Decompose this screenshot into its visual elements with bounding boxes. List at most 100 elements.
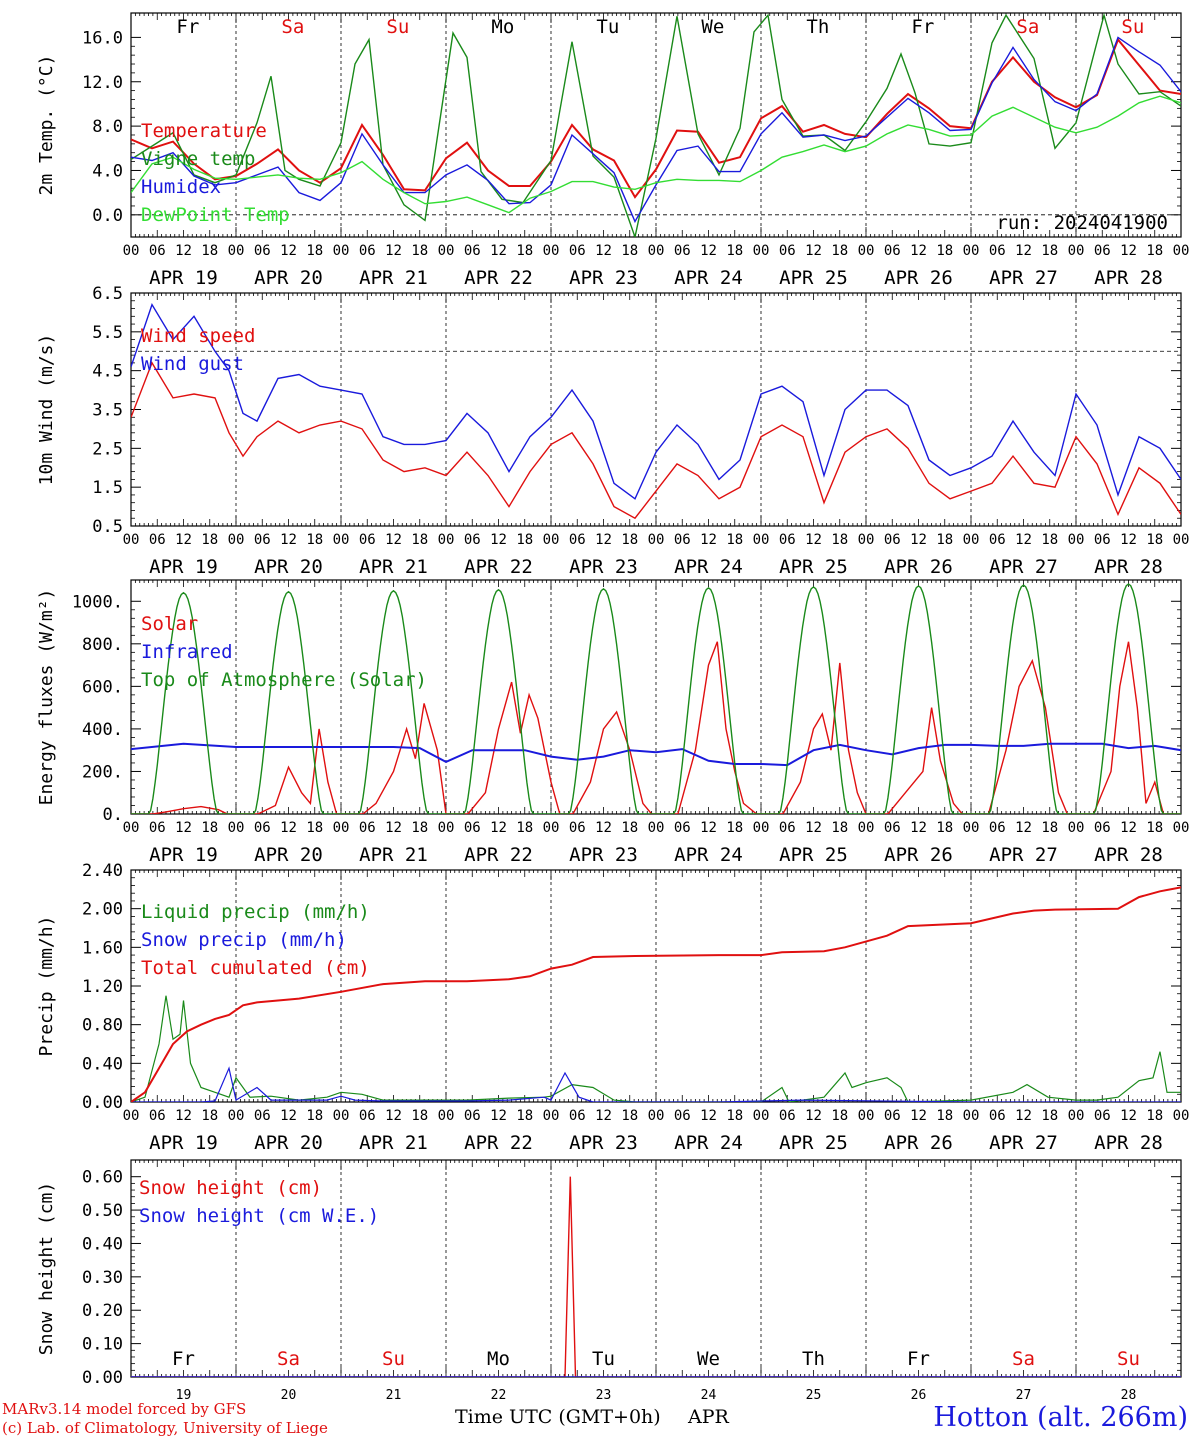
hour-label: 06 — [1094, 820, 1111, 836]
y-tick-label: 0.0 — [92, 206, 123, 226]
hour-label: 12 — [910, 820, 927, 836]
hour-label: 06 — [254, 1108, 271, 1124]
hour-label: 00 — [858, 243, 875, 259]
date-label: APR 27 — [989, 844, 1058, 866]
date-label: APR 25 — [779, 267, 848, 289]
hour-label: 18 — [621, 243, 638, 259]
hour-label: 12 — [385, 820, 402, 836]
day-number: 22 — [491, 1388, 507, 1403]
day-number: 26 — [911, 1388, 927, 1403]
hour-label: 06 — [359, 532, 376, 548]
date-label: APR 19 — [149, 844, 218, 866]
y-tick-label: 400. — [82, 720, 123, 740]
hour-label: 06 — [884, 820, 901, 836]
date-label: APR 19 — [149, 267, 218, 289]
y-tick-label: 0.00 — [82, 1093, 123, 1113]
day-number: 28 — [1121, 1388, 1137, 1403]
hour-label: 00 — [543, 820, 560, 836]
y-tick-label: 8.0 — [92, 117, 123, 137]
panel-1: 0.0 4.0 8.0 12.0 16.0 2m Temp. (°C) Temperatur… — [36, 12, 1189, 289]
hour-label: 00 — [228, 532, 245, 548]
y-tick-label: 0.30 — [82, 1268, 123, 1288]
date-label: APR 23 — [569, 556, 638, 578]
legend-entry: Humidex — [141, 176, 221, 198]
y-tick-label: 200. — [82, 762, 123, 782]
series-line-1 — [131, 1176, 1181, 1377]
day-number: 27 — [1016, 1388, 1032, 1403]
hour-label: 18 — [1146, 820, 1163, 836]
date-label: APR 28 — [1094, 267, 1163, 289]
hour-label: 12 — [595, 1108, 612, 1124]
series-line-3 — [131, 36, 1181, 224]
hour-label: 18 — [201, 243, 218, 259]
hour-label: 00 — [1173, 1108, 1190, 1124]
hour-label: 18 — [726, 243, 743, 259]
hour-label: 00 — [1068, 1108, 1085, 1124]
hour-label: 06 — [884, 532, 901, 548]
hour-label: 18 — [201, 532, 218, 548]
hour-label: 00 — [648, 243, 665, 259]
hour-label: 06 — [884, 243, 901, 259]
hour-label: 00 — [1068, 820, 1085, 836]
hour-label: 18 — [621, 820, 638, 836]
hour-label: 18 — [411, 243, 428, 259]
hour-label: 18 — [306, 243, 323, 259]
hour-label: 18 — [936, 1108, 953, 1124]
hour-label: 00 — [438, 532, 455, 548]
series-line-1 — [131, 995, 1181, 1102]
legend-entry: Liquid precip (mm/h) — [141, 901, 370, 923]
hour-label: 12 — [490, 243, 507, 259]
hour-label: 06 — [569, 532, 586, 548]
date-label: APR 27 — [989, 556, 1058, 578]
hour-label: 06 — [1094, 243, 1111, 259]
hour-label: 12 — [700, 532, 717, 548]
weekday-label: Sa — [277, 1348, 300, 1370]
legend-entry: Wind speed — [141, 325, 255, 347]
legend-entry: Snow precip (mm/h) — [141, 929, 347, 951]
hour-label: 00 — [858, 820, 875, 836]
date-label: APR 28 — [1094, 844, 1163, 866]
hour-label: 12 — [595, 532, 612, 548]
hour-label: 00 — [963, 1108, 980, 1124]
hour-label: 06 — [989, 1108, 1006, 1124]
hour-label: 12 — [805, 1108, 822, 1124]
date-label: APR 21 — [359, 1132, 428, 1154]
hour-label: 12 — [1015, 820, 1032, 836]
date-label: APR 21 — [359, 844, 428, 866]
date-label: APR 26 — [884, 556, 953, 578]
hour-label: 12 — [175, 820, 192, 836]
y-axis-label: Energy fluxes (W/m²) — [36, 589, 57, 806]
weekday-label: Sa — [1016, 16, 1039, 38]
hour-label: 18 — [936, 820, 953, 836]
hour-label: 12 — [910, 1108, 927, 1124]
weekday-label: Sa — [1012, 1348, 1035, 1370]
date-label: APR 24 — [674, 267, 743, 289]
hour-label: 06 — [674, 532, 691, 548]
y-axis-label: 2m Temp. (°C) — [36, 55, 57, 196]
y-axis-label: Precip (mm/h) — [36, 916, 57, 1057]
y-tick-label: 0. — [103, 805, 123, 825]
weekday-label: Fr — [176, 16, 199, 38]
hour-label: 18 — [1146, 243, 1163, 259]
legend-entry: Snow height (cm) — [139, 1177, 322, 1199]
date-label: APR 28 — [1094, 556, 1163, 578]
hour-label: 00 — [228, 820, 245, 836]
hour-label: 12 — [280, 532, 297, 548]
date-label: APR 26 — [884, 267, 953, 289]
y-tick-label: 4.0 — [92, 161, 123, 181]
hour-label: 06 — [254, 820, 271, 836]
hour-label: 12 — [175, 1108, 192, 1124]
hour-label: 06 — [359, 243, 376, 259]
hour-label: 00 — [123, 532, 140, 548]
y-tick-label: 0.00 — [82, 1368, 123, 1388]
hour-label: 12 — [490, 532, 507, 548]
day-number: 24 — [701, 1388, 717, 1403]
date-label: APR 22 — [464, 844, 533, 866]
hour-label: 06 — [989, 532, 1006, 548]
y-axis-label: Snow height (cm) — [36, 1182, 57, 1355]
y-tick-label: 4.5 — [92, 362, 123, 382]
series-line-1 — [131, 361, 1181, 520]
date-label: APR 25 — [779, 556, 848, 578]
weekday-label: Fr — [172, 1348, 195, 1370]
hour-label: 00 — [1068, 532, 1085, 548]
